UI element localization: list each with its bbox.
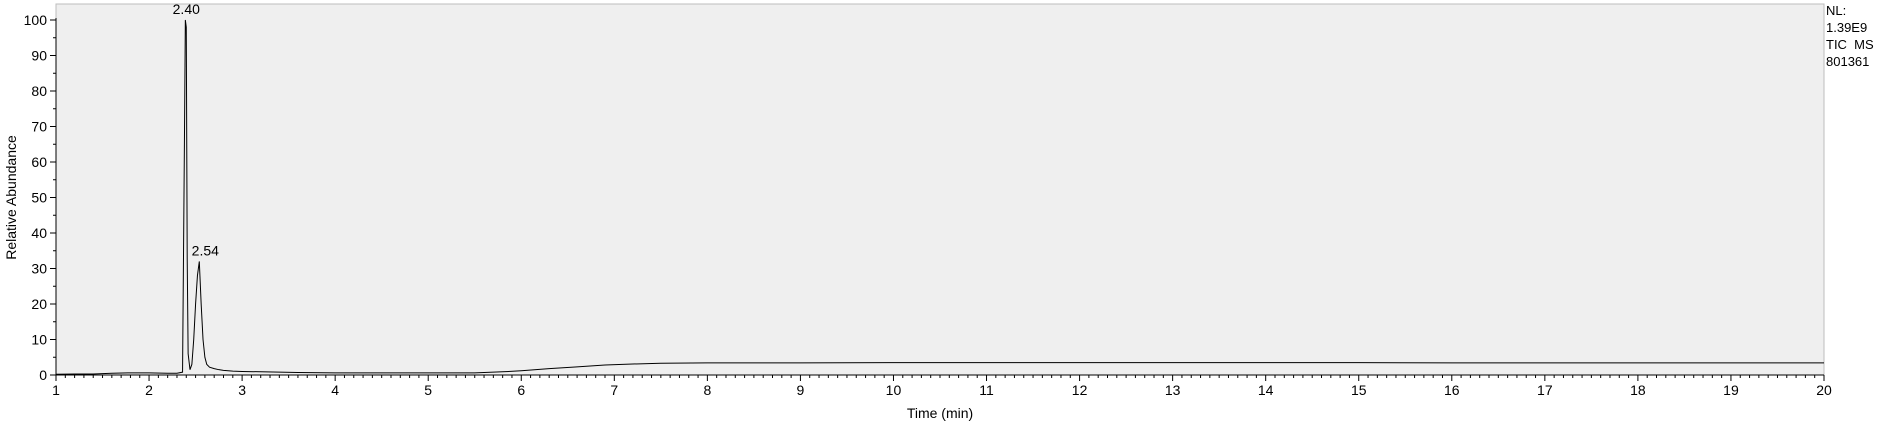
y-tick-label: 0 [39,367,47,383]
tic-trace-line [55,19,1824,375]
x-tick-label: 20 [1816,382,1832,398]
x-tick-label: 12 [1072,382,1088,398]
y-tick-label: 80 [31,83,47,99]
peak-labels: 2.40 2.54 [173,1,219,258]
x-tick-label: 16 [1444,382,1460,398]
x-tick-label: 7 [610,382,618,398]
y-axis: 0 10 20 30 40 50 60 70 80 90 100 [24,12,56,383]
sample-id-label: 801361 [1826,54,1870,69]
side-info-panel: NL: 1.39E9 TIC MS 801361 [1826,2,1874,70]
y-tick-label: 40 [31,225,47,241]
x-tick-label: 11 [979,382,994,398]
x-tick-label: 2 [145,382,153,398]
nl-value: 1.39E9 [1826,20,1868,35]
y-tick-label: 70 [31,119,47,135]
x-tick-label: 10 [886,382,902,398]
x-tick-label: 13 [1165,382,1181,398]
x-tick-label: 5 [424,382,432,398]
x-tick-label: 15 [1351,382,1367,398]
x-tick-label: 6 [517,382,525,398]
x-tick-label: 4 [331,382,339,398]
nl-label: NL: [1826,3,1847,18]
x-axis: 1 2 3 4 5 6 7 8 9 10 11 12 13 14 15 16 17 18 19 20 [52,375,1832,398]
x-tick-label: 14 [1258,382,1274,398]
x-tick-label: 9 [797,382,805,398]
x-tick-label: 19 [1723,382,1739,398]
x-tick-label: 17 [1537,382,1553,398]
y-tick-label: 20 [31,296,47,312]
y-tick-label: 90 [31,48,47,64]
y-tick-label: 50 [31,190,47,206]
x-tick-label: 18 [1630,382,1646,398]
y-tick-label: 60 [31,154,47,170]
x-tick-label: 8 [703,382,711,398]
x-tick-label: 3 [238,382,246,398]
y-tick-label: 30 [31,261,47,277]
peak-label: 2.40 [173,1,200,17]
y-tick-label: 10 [31,332,47,348]
peak-label: 2.54 [192,242,219,258]
y-tick-label: 100 [24,12,48,28]
scan-filter-label: TIC MS [1826,37,1874,52]
y-axis-label: Relative Abundance [3,135,19,260]
x-tick-label: 1 [52,382,60,398]
plot-background [55,3,1825,376]
x-axis-label: Time (min) [907,405,973,421]
